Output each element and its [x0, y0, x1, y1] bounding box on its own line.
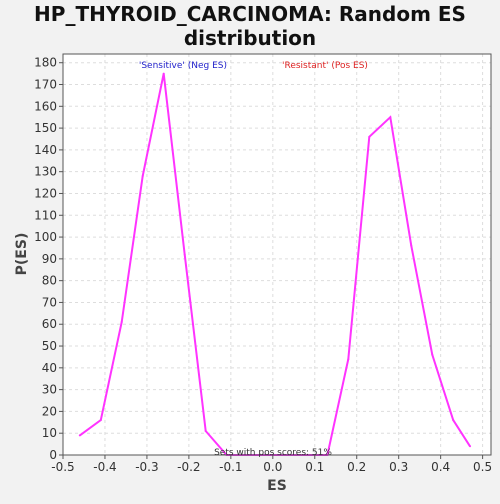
x-tick-label: -0.1 — [219, 460, 242, 474]
chart-title-line-1: HP_THYROID_CARCINOMA: Random ES — [34, 2, 466, 26]
y-tick-label: 90 — [42, 252, 57, 266]
chart-title-line-2: distribution — [184, 26, 316, 50]
x-tick-label: -0.4 — [93, 460, 116, 474]
data-point — [410, 244, 413, 247]
data-point — [347, 358, 350, 361]
axes: 0 10 20 30 40 50 60 70 80 90 100 110 120 130 140 150 160… — [34, 56, 492, 474]
y-tick-label: 160 — [34, 99, 57, 113]
data-point — [204, 430, 207, 433]
pos-scores-annotation: Sets with pos scores: 51% — [214, 448, 332, 458]
y-tick-label: 30 — [42, 383, 57, 397]
y-tick-label: 150 — [34, 121, 57, 135]
data-point — [469, 445, 472, 448]
x-tick-label: 0.1 — [305, 460, 324, 474]
y-tick-label: 50 — [42, 339, 57, 353]
x-tick-label: -0.3 — [135, 460, 158, 474]
plot-area — [63, 54, 491, 455]
y-tick-label: 60 — [42, 317, 57, 331]
y-tick-label: 70 — [42, 295, 57, 309]
x-tick-label: -0.2 — [177, 460, 200, 474]
x-tick-label: 0.4 — [431, 460, 450, 474]
y-tick-label: 170 — [34, 78, 57, 92]
plot-border — [62, 53, 492, 456]
y-tick-label: 110 — [34, 208, 57, 222]
y-tick-label: 20 — [42, 404, 57, 418]
y-tick-label: 40 — [42, 361, 57, 375]
data-point — [389, 116, 392, 119]
grid — [62, 54, 491, 456]
x-tick-label: -0.5 — [51, 460, 74, 474]
data-point — [78, 434, 81, 437]
x-tick-label: 0.2 — [347, 460, 366, 474]
x-axis-label: ES — [267, 478, 287, 494]
legend-resistant: 'Resistant' (Pos ES) — [282, 61, 368, 71]
x-tick-label: 0.0 — [263, 460, 282, 474]
data-point — [183, 253, 186, 256]
y-tick-label: 100 — [34, 230, 57, 244]
legend-sensitive: 'Sensitive' (Neg ES) — [139, 61, 227, 71]
x-tick-label: 0.3 — [389, 460, 408, 474]
y-tick-label: 140 — [34, 143, 57, 157]
y-tick-label: 80 — [42, 274, 57, 288]
y-tick-label: 180 — [34, 56, 57, 70]
data-point — [431, 353, 434, 356]
y-tick-label: 10 — [42, 426, 57, 440]
x-tick-label: 0.5 — [473, 460, 492, 474]
y-axis-label: P(ES) — [14, 233, 30, 276]
data-point — [452, 419, 455, 422]
data-point — [120, 321, 123, 324]
data-point — [162, 72, 165, 75]
y-tick-label: 120 — [34, 186, 57, 200]
data-point — [368, 135, 371, 138]
data-point — [99, 419, 102, 422]
y-tick-label: 0 — [49, 448, 57, 462]
y-tick-label: 130 — [34, 165, 57, 179]
data-point — [141, 175, 144, 178]
